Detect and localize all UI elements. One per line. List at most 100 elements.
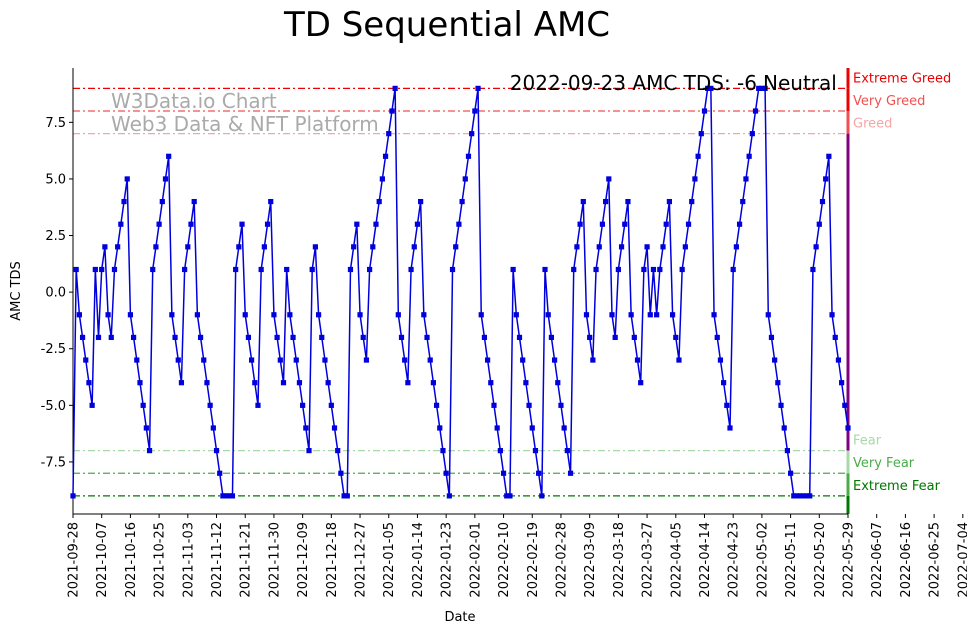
data-point xyxy=(682,244,688,250)
data-point xyxy=(545,312,551,318)
data-point xyxy=(558,402,564,408)
data-point xyxy=(676,357,682,363)
data-point xyxy=(478,312,484,318)
x-tick-label: 2021-12-09 xyxy=(296,522,311,598)
data-point xyxy=(644,244,650,250)
data-point xyxy=(839,380,845,386)
data-point xyxy=(618,244,625,250)
data-point xyxy=(803,493,810,499)
data-point xyxy=(73,266,79,273)
x-tick-label: 2022-02-28 xyxy=(554,522,569,598)
data-point xyxy=(402,357,408,363)
data-point xyxy=(249,357,255,363)
data-point xyxy=(485,357,491,363)
data-point xyxy=(784,448,791,454)
data-point xyxy=(204,380,210,386)
x-tick-label: 2022-07-04 xyxy=(956,522,967,598)
x-tick-label: 2021-11-30 xyxy=(267,522,282,598)
data-point xyxy=(564,448,570,454)
x-tick-label: 2022-04-14 xyxy=(698,522,713,598)
data-point xyxy=(357,312,363,318)
data-point xyxy=(118,221,124,227)
data-point xyxy=(842,402,848,408)
data-point xyxy=(258,266,264,273)
data-point xyxy=(449,266,456,273)
data-point xyxy=(705,85,711,91)
x-axis-label: Date xyxy=(444,610,475,625)
data-point xyxy=(660,244,666,250)
threshold-label-greed: Greed xyxy=(853,117,892,132)
data-point xyxy=(92,266,98,273)
data-point xyxy=(408,266,414,273)
data-point xyxy=(194,312,200,318)
data-point xyxy=(701,108,708,114)
data-point xyxy=(510,266,516,273)
data-point xyxy=(83,357,89,363)
data-point xyxy=(765,312,771,318)
data-point xyxy=(835,357,842,363)
data-point xyxy=(475,85,481,91)
data-point xyxy=(140,402,146,408)
data-point xyxy=(791,493,797,499)
data-point xyxy=(433,402,440,408)
data-point xyxy=(762,85,768,91)
data-point xyxy=(354,221,360,227)
data-point xyxy=(641,266,647,273)
data-point xyxy=(647,312,653,318)
data-point xyxy=(70,493,76,499)
data-point xyxy=(370,244,376,250)
data-point xyxy=(411,244,417,250)
data-point xyxy=(376,198,382,205)
data-point xyxy=(679,266,685,273)
data-point xyxy=(427,357,433,363)
data-point xyxy=(312,244,318,250)
data-point xyxy=(520,357,526,363)
data-point xyxy=(89,402,95,408)
data-point xyxy=(768,334,775,341)
data-point xyxy=(513,312,519,318)
watermark-line-1: W3Data.io Chart xyxy=(111,89,277,113)
data-point xyxy=(153,244,159,250)
data-point xyxy=(685,221,692,227)
data-point xyxy=(175,357,181,363)
data-point xyxy=(523,380,529,386)
data-point xyxy=(695,153,701,159)
data-point xyxy=(536,470,542,476)
data-point xyxy=(245,334,252,341)
data-point xyxy=(440,448,446,454)
data-point xyxy=(277,357,283,363)
x-tick-label: 2022-05-11 xyxy=(784,522,799,598)
data-point xyxy=(347,266,354,273)
data-point xyxy=(587,334,593,341)
data-point xyxy=(654,312,660,318)
data-point xyxy=(252,380,258,386)
x-tick-label: 2021-11-21 xyxy=(239,522,254,598)
data-point xyxy=(689,198,695,205)
data-point xyxy=(650,266,657,273)
data-point xyxy=(826,153,832,159)
data-point xyxy=(418,198,424,205)
data-point xyxy=(469,131,475,137)
data-point xyxy=(781,425,787,431)
series-amc-tds xyxy=(70,85,851,499)
data-point xyxy=(698,131,704,137)
data-point xyxy=(539,493,545,499)
data-point xyxy=(386,131,392,137)
data-point xyxy=(663,221,669,227)
y-tick-label: 0.0 xyxy=(45,286,66,301)
data-point xyxy=(379,176,385,182)
data-point xyxy=(532,448,539,454)
data-point xyxy=(807,493,813,499)
x-tick-label: 2022-03-18 xyxy=(612,522,627,598)
data-point xyxy=(599,221,606,227)
data-point xyxy=(430,380,436,386)
data-point xyxy=(424,334,430,341)
data-point xyxy=(264,221,271,227)
threshold-label-extreme-greed: Extreme Greed xyxy=(853,71,951,86)
data-point xyxy=(159,198,165,205)
data-point xyxy=(669,312,676,318)
series-line xyxy=(72,87,849,497)
data-point xyxy=(561,425,567,431)
y-tick-label: 2.5 xyxy=(45,229,66,244)
y-tick-label: -7.5 xyxy=(41,455,66,470)
